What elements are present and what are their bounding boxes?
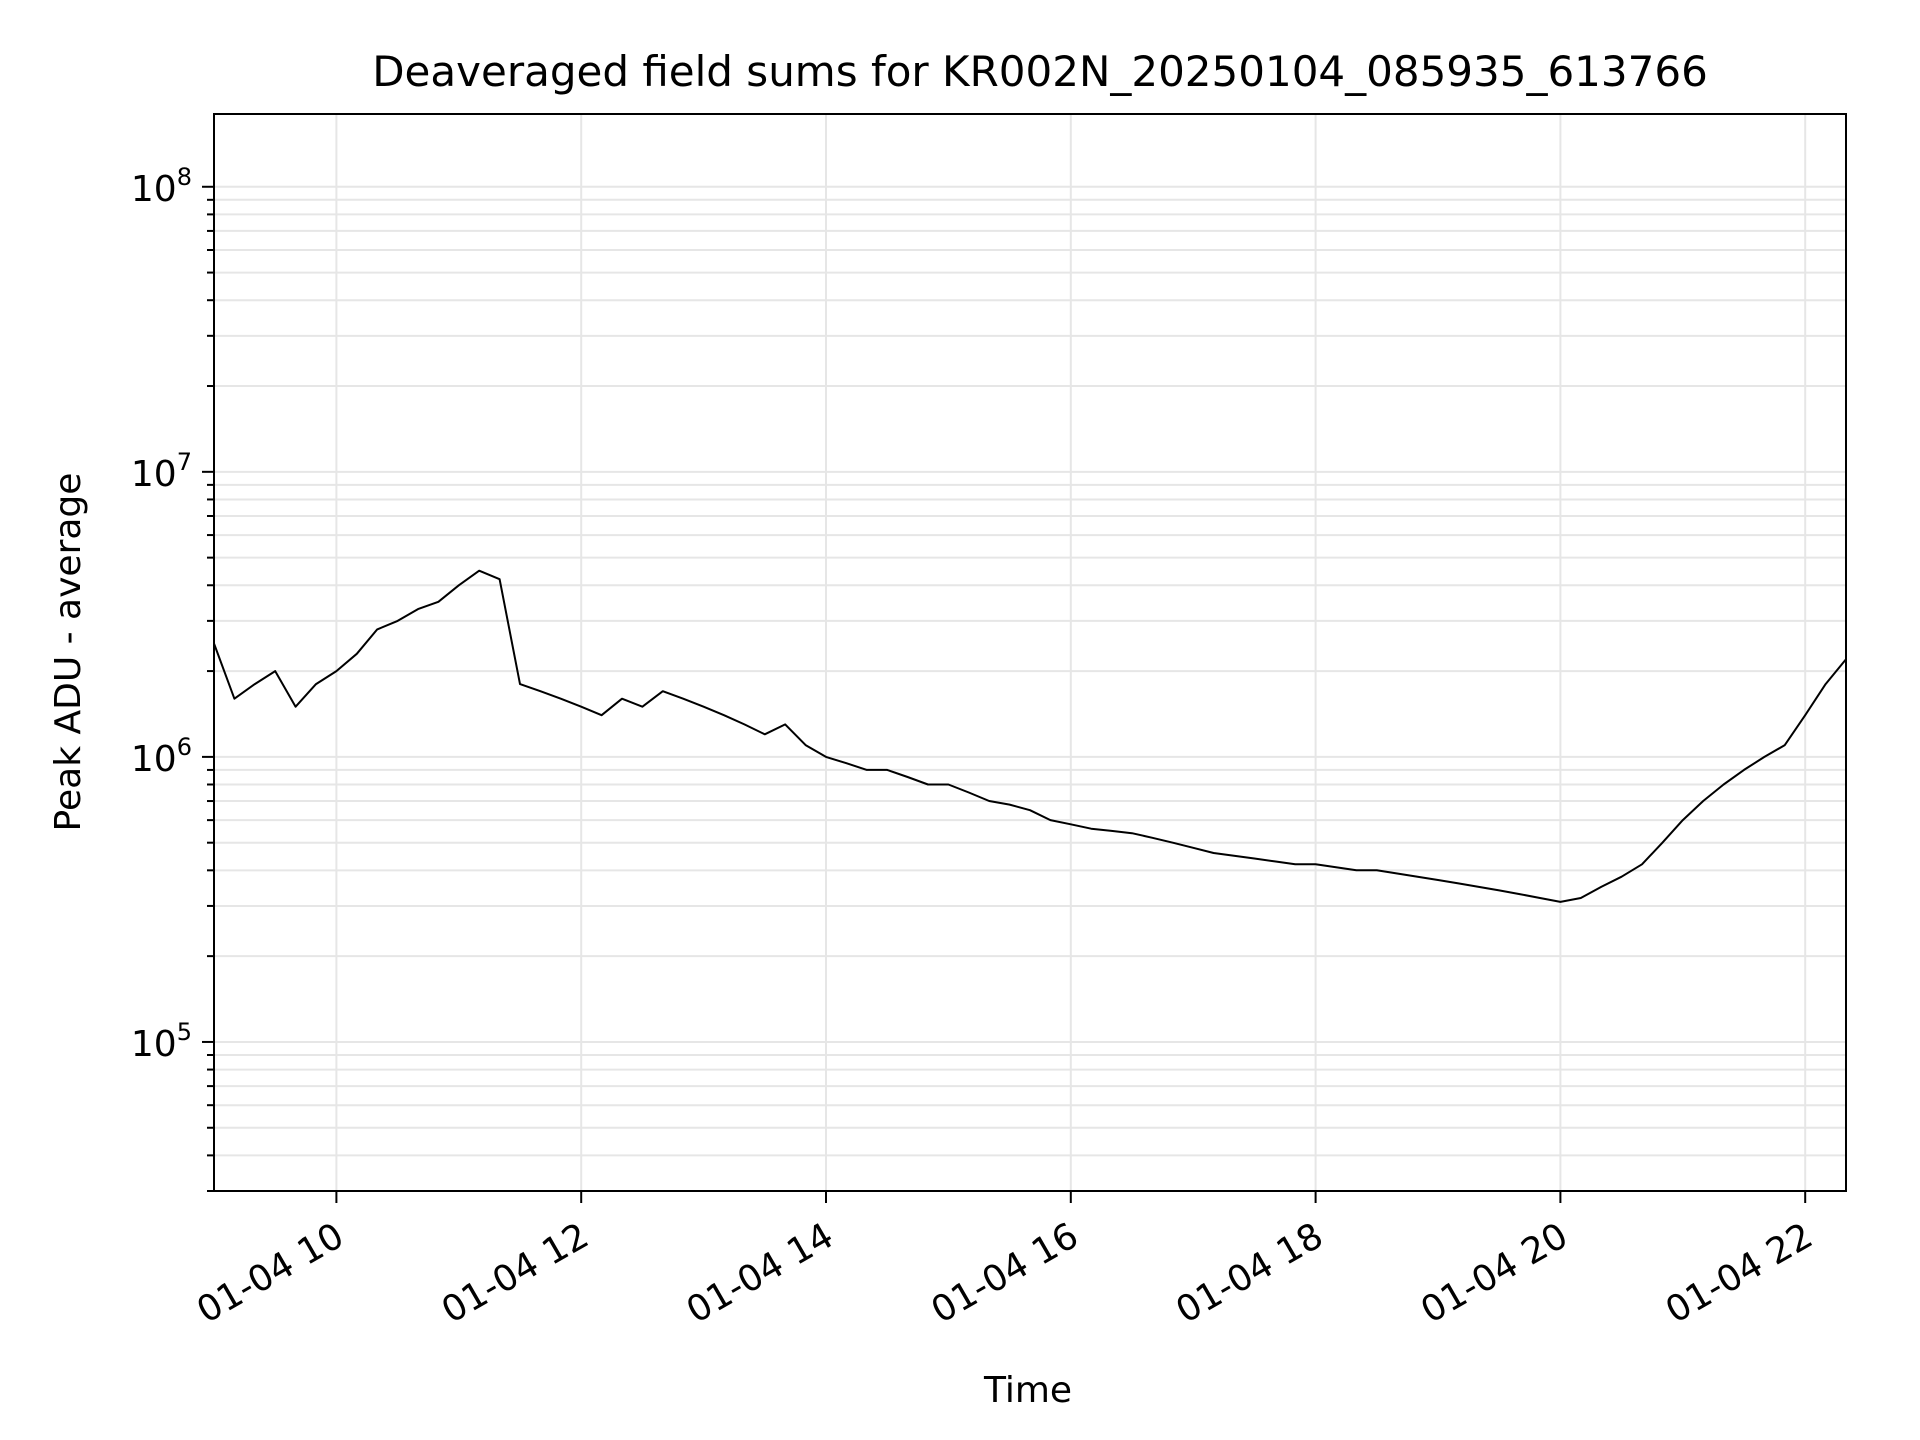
x-tick-label: 01-04 20: [1414, 1215, 1575, 1331]
y-tick-exponent: 7: [177, 448, 192, 476]
grid: [214, 114, 1846, 1192]
y-tick-exponent: 6: [177, 733, 192, 761]
series-line: [213, 569, 1847, 903]
y-tick-base: 10: [131, 739, 177, 780]
y-tick-base: 10: [131, 454, 177, 495]
y-tick-base: 10: [131, 1024, 177, 1065]
x-tick-label: 01-04 14: [680, 1215, 841, 1331]
y-tick-label: 107: [131, 448, 192, 495]
y-tick-exponent: 8: [177, 163, 192, 191]
y-tick-base: 10: [131, 169, 177, 210]
y-tick-exponent: 5: [177, 1018, 192, 1046]
x-tick-label: 01-04 22: [1659, 1215, 1820, 1331]
series-group: [213, 569, 1847, 903]
x-tick-label: 01-04 12: [435, 1215, 596, 1331]
x-axis-label: Time: [983, 1370, 1072, 1411]
chart-title: Deaveraged field sums for KR002N_2025010…: [372, 47, 1708, 96]
plot-frame: [213, 113, 1847, 1192]
y-axis-label: Peak ADU - average: [48, 473, 89, 832]
y-tick-label: 108: [131, 163, 192, 210]
y-tick-label: 106: [131, 733, 192, 780]
x-tick-label: 01-04 10: [190, 1215, 351, 1331]
y-tick-label: 105: [131, 1018, 192, 1065]
x-axis: 01-04 10 01-04 12 01-04 14 01-04 16 01-04 18…: [190, 1191, 1820, 1332]
x-tick-label: 01-04 16: [925, 1215, 1086, 1331]
x-tick-label: 01-04 18: [1169, 1215, 1330, 1331]
